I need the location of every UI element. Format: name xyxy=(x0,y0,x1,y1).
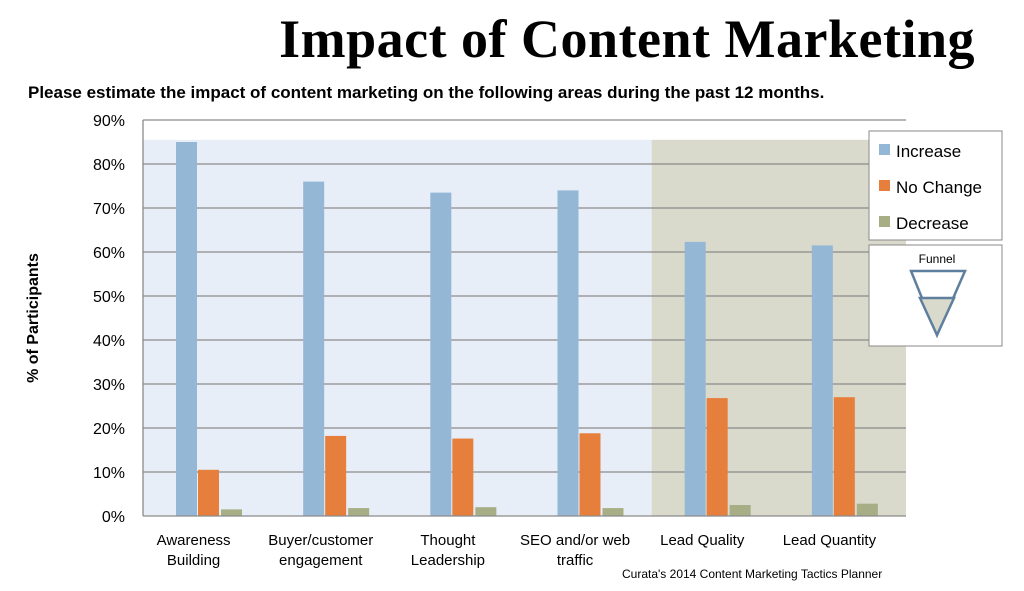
y-tick-label: 0% xyxy=(102,509,125,526)
funnel-box: Funnel xyxy=(868,244,1003,347)
x-category-label: Leadership xyxy=(411,552,485,569)
legend-label: Decrease xyxy=(896,214,969,233)
y-tick-label: 60% xyxy=(93,245,125,262)
bar-decrease xyxy=(221,509,242,516)
bar-increase xyxy=(430,192,452,516)
x-category-label: engagement xyxy=(279,552,363,569)
bar-no-change xyxy=(706,398,728,516)
x-category-label: traffic xyxy=(557,552,594,569)
source-caption: Curata's 2014 Content Marketing Tactics … xyxy=(622,567,882,581)
x-category-label: Building xyxy=(167,552,220,569)
bar-no-change xyxy=(325,435,347,516)
x-category-label: SEO and/or web xyxy=(520,532,630,549)
bar-increase xyxy=(176,142,197,516)
chart-subtitle: Please estimate the impact of content ma… xyxy=(28,83,825,102)
y-tick-label: 50% xyxy=(93,289,125,306)
y-tick-label: 10% xyxy=(93,465,125,482)
legend-label: No Change xyxy=(896,178,982,197)
bar-decrease xyxy=(475,507,497,516)
bar-no-change xyxy=(833,397,855,516)
bar-decrease xyxy=(729,505,751,516)
legend-box xyxy=(868,130,1003,241)
y-tick-label: 40% xyxy=(93,333,125,350)
x-category-label: Lead Quantity xyxy=(783,532,877,549)
x-category-label: Thought xyxy=(420,532,476,549)
background-regions xyxy=(143,139,906,517)
gridlines xyxy=(143,119,906,473)
y-tick-label: 80% xyxy=(93,157,125,174)
y-tick-label: 70% xyxy=(93,201,125,218)
bar-increase xyxy=(811,245,833,516)
bar-no-change xyxy=(452,438,474,516)
axes: 0% 10% 20% 30% 40% 50% 60% 70% 80% 90% % of Partic… xyxy=(25,113,906,569)
x-category-label: Awareness xyxy=(157,532,231,549)
legend: Increase No Change Decrease xyxy=(868,130,1003,241)
bar-increase xyxy=(557,190,579,516)
funnel-label: Funnel xyxy=(919,252,956,266)
x-category-label: Buyer/customer xyxy=(268,532,373,549)
bar-increase xyxy=(303,181,325,516)
y-tick-label: 20% xyxy=(93,421,125,438)
funnel-bottom-shape xyxy=(918,296,956,338)
bar-no-change xyxy=(198,469,219,516)
legend-swatch xyxy=(879,180,890,191)
y-axis-label: % of Participants xyxy=(25,253,42,383)
bar-decrease xyxy=(856,503,878,516)
bar-decrease xyxy=(348,508,370,516)
legend-label: Increase xyxy=(896,142,961,161)
legend-swatch xyxy=(879,144,890,155)
bar-decrease xyxy=(602,508,624,516)
x-category-label: Lead Quality xyxy=(660,532,745,549)
bar-increase xyxy=(684,241,706,516)
y-tick-label: 90% xyxy=(93,113,125,130)
legend-swatch xyxy=(879,216,890,227)
bar-no-change xyxy=(579,433,601,516)
chart-title: Impact of Content Marketing xyxy=(279,9,975,69)
y-tick-label: 30% xyxy=(93,377,125,394)
bars xyxy=(176,142,878,516)
